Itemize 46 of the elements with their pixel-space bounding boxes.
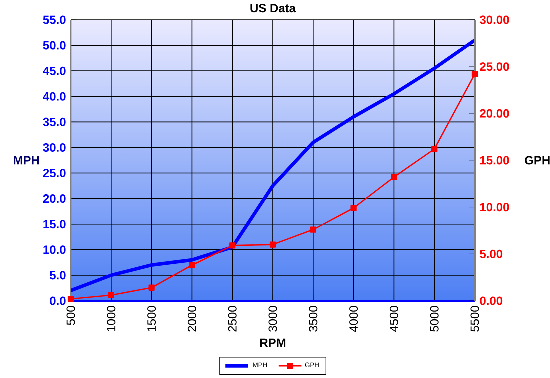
x-tick-label: 1500 [148,306,156,332]
x-tick-label: 2000 [188,306,196,332]
y-tick-label: 10.0 [44,246,66,254]
point [189,262,196,268]
x-tick-label: 1000 [107,306,116,332]
point [472,71,478,78]
x-tick-label: 3000 [268,306,278,332]
y-tick-label: 35.0 [43,118,66,126]
x-axis-title: RPM [260,338,286,348]
y-tick-label: 5.0 [50,271,66,280]
point [391,174,398,180]
point [270,242,276,248]
y-tick-label: 50.0 [43,41,66,50]
y-tick-label: 20.0 [43,194,66,204]
point [350,205,357,212]
x-tick-label: 2500 [228,306,237,332]
x-tick-label: 5500 [470,306,480,332]
y2-tick-label: 5.00 [480,250,503,258]
y2-tick-label: 25.00 [480,62,510,72]
x-tick-label: 3500 [309,306,318,332]
point [432,146,438,152]
y2-tick-label: 10.00 [480,203,510,212]
x-tick-label: 500 [66,306,76,326]
line-series [71,38,475,293]
y-tick-label: 15.0 [44,220,66,229]
y-tick-label: 40.0 [43,92,66,101]
y-tick-label: 0.0 [50,296,66,306]
y-tick-label: 55.0 [43,16,66,24]
y-tick-label: 45.0 [43,66,66,76]
x-tick-label: 5000 [430,306,439,332]
y2-tick-label: 20.00 [480,109,510,118]
y-tick-label: 30.0 [43,143,66,152]
point [68,296,74,302]
y2-axis-title: GPH [525,156,550,165]
y2-tick-label: 15.00 [480,156,510,165]
y2-tick-label: 0.00 [480,296,503,306]
point [148,284,155,291]
y-tick-label: 25.0 [43,169,66,178]
y2-tick-label: 30.00 [480,16,510,24]
point [108,292,114,298]
y-axis-title: MPH [14,156,40,165]
point [310,226,316,233]
chart-title: US Data [250,4,296,13]
point [230,242,236,249]
x-tick-label: 4000 [350,306,358,332]
x-tick-label: 4500 [390,306,398,332]
